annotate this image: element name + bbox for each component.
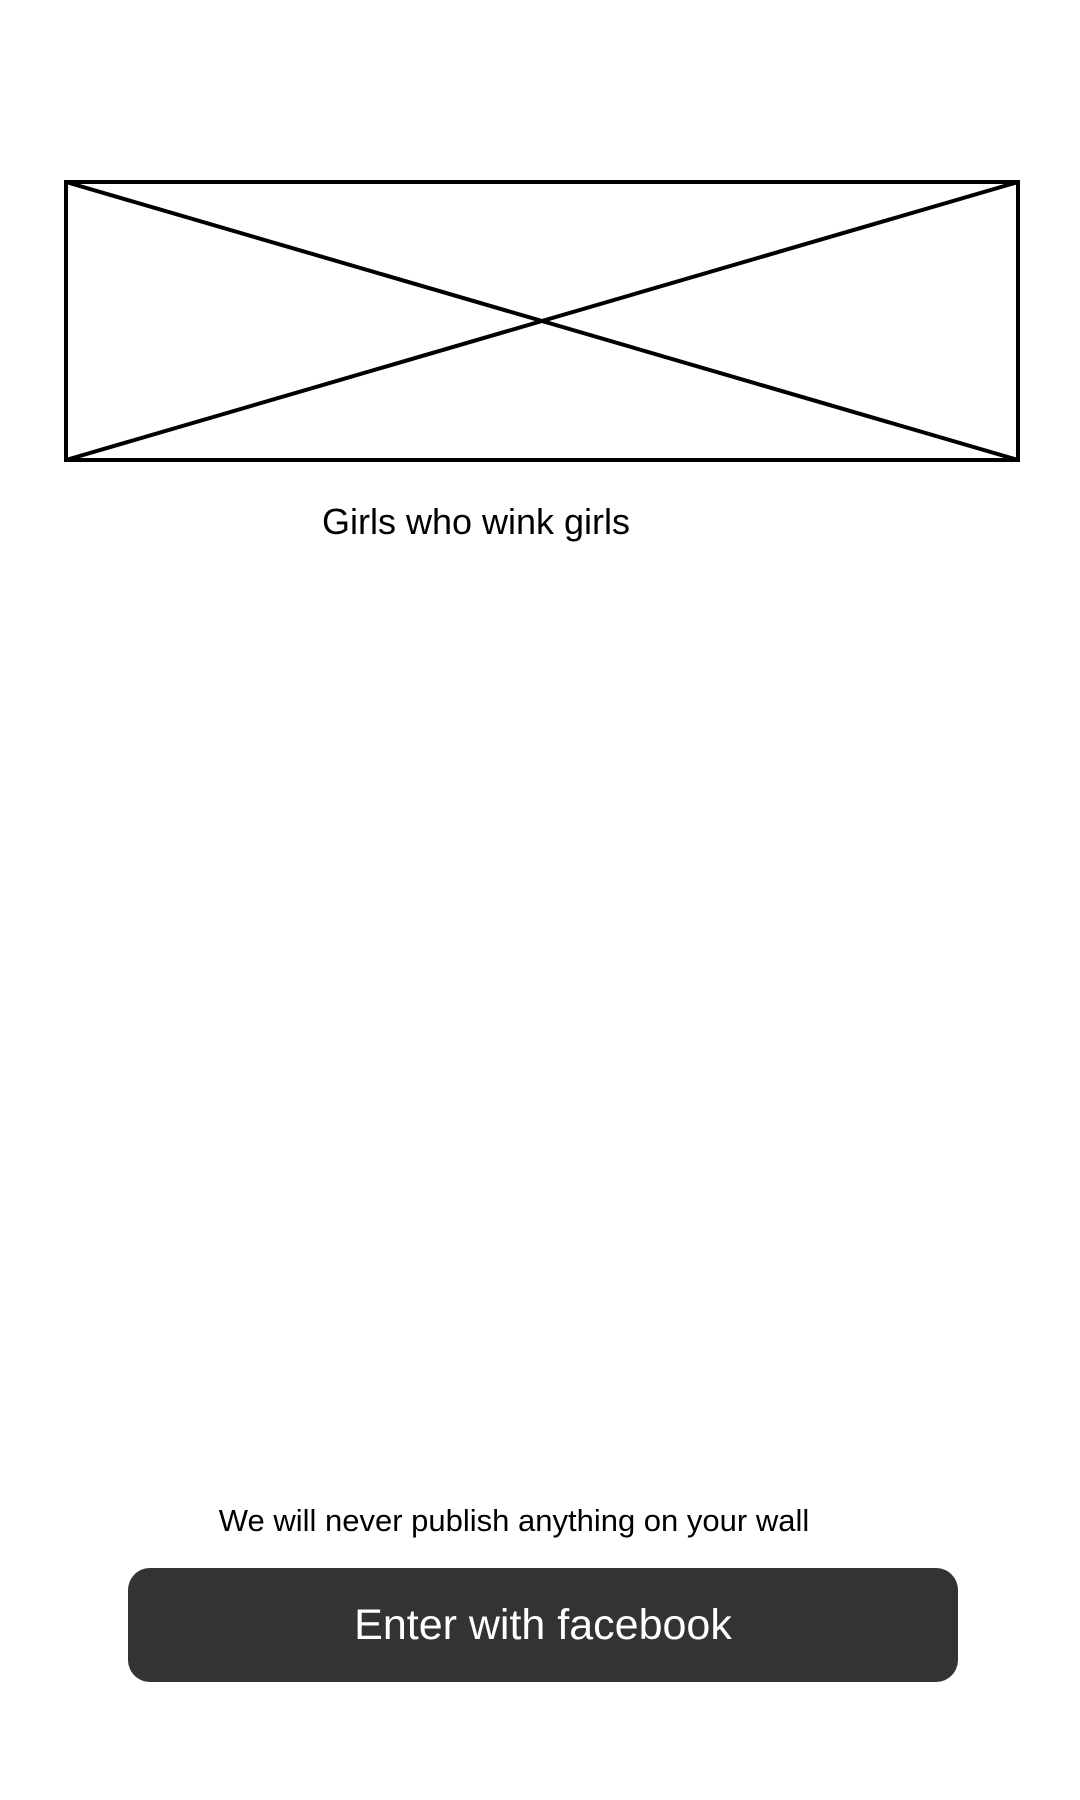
privacy-notice: We will never publish anything on your w… [218,1503,810,1538]
placeholder-diagonal-2 [65,180,1019,462]
image-placeholder-graphic [64,180,1020,462]
facebook-login-button[interactable]: Enter with facebook [128,1568,958,1682]
app-tagline: Girls who wink girls [321,501,631,542]
placeholder-frame [64,180,1020,462]
image-placeholder-icon [64,180,1020,462]
